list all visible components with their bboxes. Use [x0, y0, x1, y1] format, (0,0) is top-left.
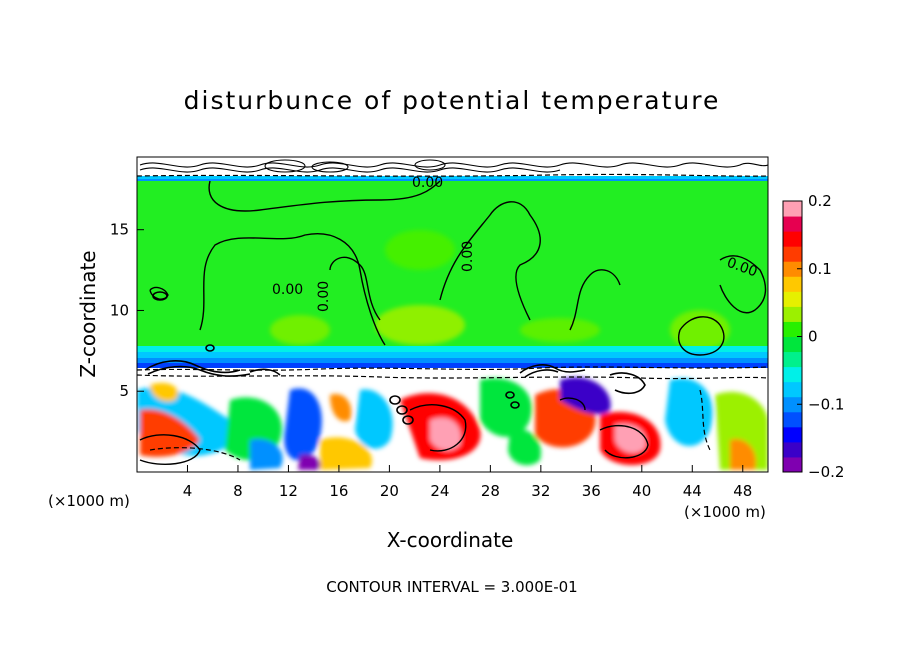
x-tick-label: 24: [430, 482, 449, 500]
x-tick-label: 8: [233, 482, 243, 500]
colorbar-tick-label: 0: [808, 328, 818, 346]
colorbar-swatch: [783, 291, 802, 307]
colorbar-swatch: [783, 231, 802, 247]
colorbar-tick-label: 0.1: [808, 260, 832, 278]
x-tick-label: 32: [531, 482, 550, 500]
x-tick-label: 36: [582, 482, 601, 500]
contour-label: 0.00: [272, 282, 303, 298]
contour-label: 0.00: [316, 281, 332, 312]
colorbar-swatch: [783, 396, 802, 413]
colorbar-swatch: [783, 351, 802, 368]
x-tick-label: 12: [279, 482, 298, 500]
colorbar-swatch: [783, 246, 802, 262]
x-tick-label: 48: [733, 482, 752, 500]
colorbar: 0.2 0.1 0 −0.1 −0.2: [782, 192, 844, 481]
x-axis: 4 8 12 16 20 24 28 32 36 40 44 48: [183, 465, 752, 500]
x-tick-label: 40: [632, 482, 651, 500]
y-tick-label: 5: [119, 382, 129, 400]
colorbar-swatch: [783, 381, 802, 398]
colorbar-swatch: [783, 321, 802, 337]
x-unit-left: (×1000 m): [48, 492, 130, 510]
x-tick-label: 44: [683, 482, 702, 500]
x-tick-label: 4: [183, 482, 193, 500]
x-tick-label: 28: [481, 482, 500, 500]
x-unit-right: (×1000 m): [684, 503, 766, 521]
y-tick-label: 10: [110, 301, 129, 319]
colorbar-swatch: [783, 276, 802, 292]
plot-frame: [136, 156, 769, 473]
x-axis-label: X-coordinate: [386, 528, 514, 552]
y-tick-label: 15: [110, 221, 129, 239]
colorbar-swatch: [783, 426, 802, 443]
colorbar-swatch: [783, 411, 802, 428]
contour-interval-note: CONTOUR INTERVAL = 3.000E-01: [326, 578, 578, 596]
x-tick-label: 20: [380, 482, 399, 500]
colorbar-tick-label: 0.2: [808, 192, 832, 210]
colorbar-swatch: [783, 261, 802, 277]
colorbar-swatch: [783, 201, 802, 217]
colorbar-swatch: [783, 336, 802, 353]
colorbar-swatch: [783, 441, 802, 458]
heatmap-field: 0.00 0.00 0.00 0.00 0.00: [137, 157, 768, 472]
chart-title: disturbunce of potential temperature: [183, 86, 721, 115]
colorbar-tick-label: −0.1: [808, 395, 844, 413]
y-axis: 5 10 15: [110, 221, 144, 400]
contour-label: 0.00: [412, 175, 443, 191]
colorbar-swatch: [783, 216, 802, 232]
colorbar-tick-label: −0.2: [808, 463, 844, 481]
x-tick-label: 16: [329, 482, 348, 500]
contour-label: 0.00: [460, 241, 476, 272]
colorbar-swatch: [783, 366, 802, 383]
colorbar-swatch: [783, 306, 802, 322]
colorbar-swatch: [783, 456, 802, 473]
